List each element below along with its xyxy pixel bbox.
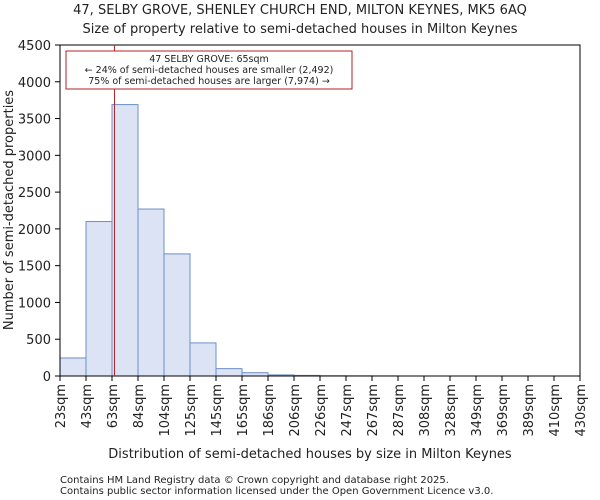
x-tick-label: 369sqm <box>496 384 511 437</box>
x-tick-label: 349sqm <box>470 384 485 437</box>
y-tick-label: 2500 <box>18 186 51 201</box>
plot-frame <box>59 44 581 377</box>
y-tick-label: 4000 <box>18 76 51 91</box>
x-tick-label: 287sqm <box>392 384 407 437</box>
x-tick-label: 247sqm <box>340 384 355 437</box>
annotation-line: ← 24% of semi-detached houses are smalle… <box>85 65 334 76</box>
x-tick-label: 43sqm <box>80 384 95 428</box>
histogram-bar <box>163 253 191 377</box>
x-tick-label: 389sqm <box>522 384 537 437</box>
property-marker: 47 SELBY GROVE: 65sqm← 24% of semi-detac… <box>65 45 353 376</box>
x-tick-label: 430sqm <box>574 384 589 437</box>
y-tick-label: 3500 <box>18 113 51 128</box>
x-axis: 23sqm 43sqm 63sqm 84sqm 104sqm 125sqm 145sqm 16… <box>54 376 589 437</box>
histogram-bar <box>189 342 217 377</box>
histogram-bar <box>59 357 87 377</box>
y-tick-label: 3000 <box>18 149 51 164</box>
y-tick-label: 1500 <box>18 260 51 275</box>
footer-line-1: Contains HM Land Registry data © Crown c… <box>60 475 449 486</box>
chart-title: 47, SELBY GROVE, SHENLEY CHURCH END, MIL… <box>73 3 527 18</box>
histogram-bar <box>137 208 165 377</box>
x-tick-label: 84sqm <box>132 384 147 428</box>
x-tick-label: 226sqm <box>314 384 329 437</box>
annotation-line: 75% of semi-detached houses are larger (… <box>88 76 330 87</box>
chart-subtitle: Size of property relative to semi-detach… <box>83 22 518 37</box>
y-axis-label: Number of semi-detached properties <box>2 90 17 330</box>
annotation-box <box>65 50 353 90</box>
y-tick-label: 500 <box>26 333 51 348</box>
x-tick-label: 186sqm <box>262 384 277 437</box>
y-tick-label: 4500 <box>18 39 51 54</box>
x-tick-label: 308sqm <box>418 384 433 437</box>
y-tick-label: 1000 <box>18 296 51 311</box>
y-tick-label: 2000 <box>18 223 51 238</box>
x-tick-label: 328sqm <box>444 384 459 437</box>
x-tick-label: 145sqm <box>210 384 225 437</box>
annotation-line: 47 SELBY GROVE: 65sqm <box>149 54 269 65</box>
x-tick-label: 125sqm <box>184 384 199 437</box>
y-tick-label: 0 <box>43 370 51 385</box>
x-tick-label: 63sqm <box>106 384 121 428</box>
histogram-bar <box>111 104 139 377</box>
bars <box>59 104 399 377</box>
x-tick-label: 267sqm <box>366 384 381 437</box>
x-tick-label: 206sqm <box>288 384 303 437</box>
x-tick-label: 104sqm <box>158 384 173 437</box>
y-axis: 0 500 1000 1500 2000 2500 3000 3500 4000 4500 <box>18 39 60 385</box>
histogram-bar <box>85 221 113 377</box>
x-tick-label: 165sqm <box>236 384 251 437</box>
x-axis-label: Distribution of semi-detached houses by … <box>108 447 512 462</box>
x-tick-label: 410sqm <box>548 384 563 437</box>
footer-line-2: Contains public sector information licen… <box>60 486 493 497</box>
x-tick-label: 23sqm <box>54 384 69 428</box>
histogram-bar <box>215 368 243 377</box>
